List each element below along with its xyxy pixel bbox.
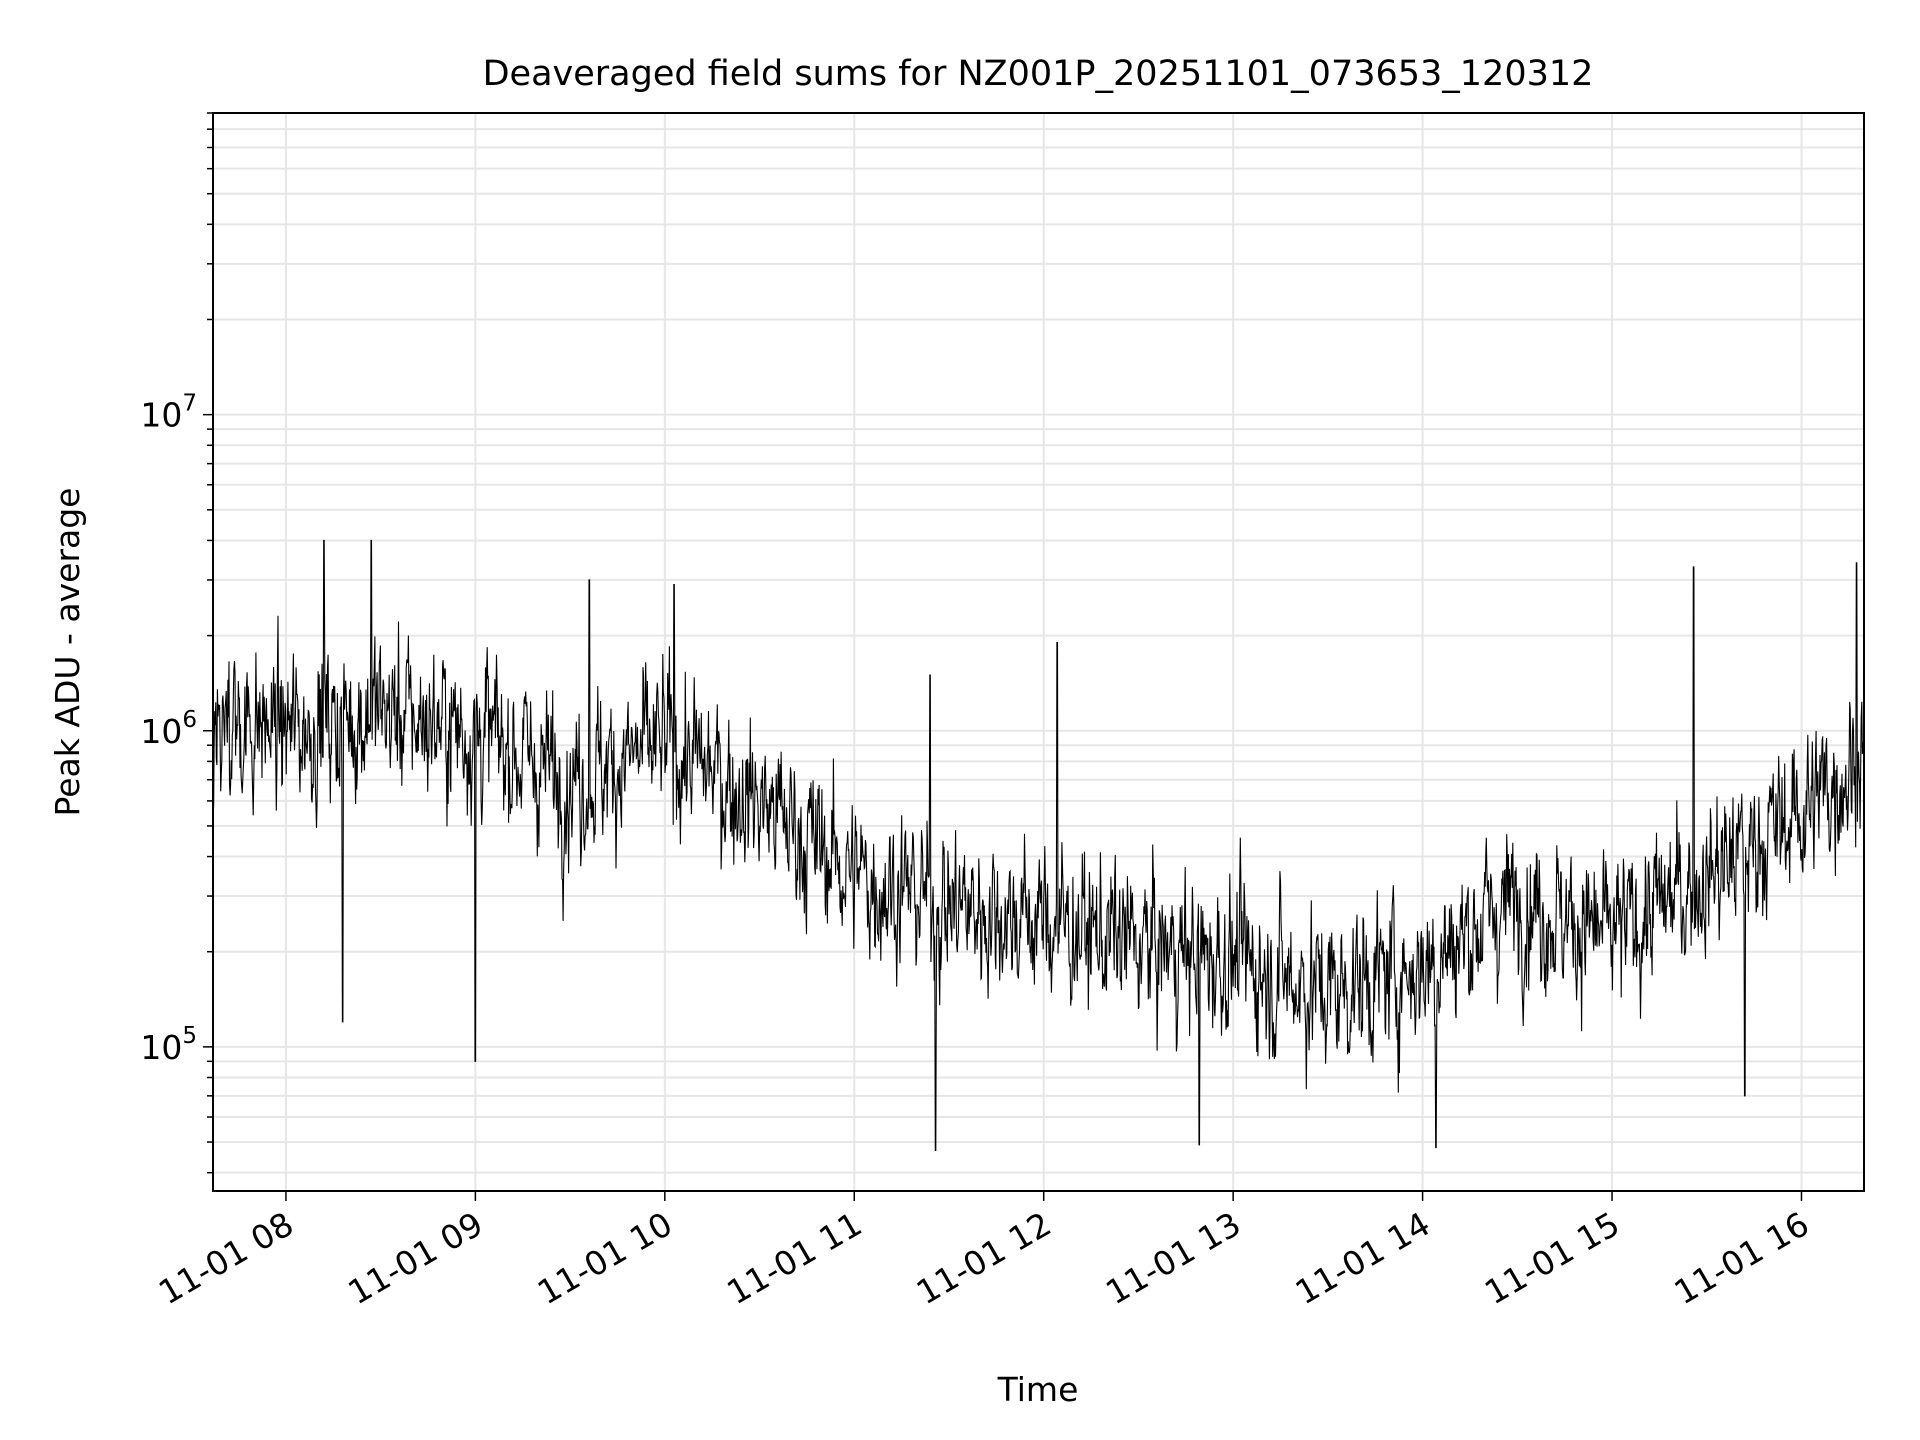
chart-title: Deaveraged field sums for NZ001P_2025110…: [483, 54, 1594, 94]
y-axis: 105 106 107: [140, 112, 213, 1174]
y-tick-label: 106: [140, 707, 197, 751]
data-series: [212, 539, 1865, 1152]
y-axis-label: Peak ADU - average: [48, 488, 87, 817]
x-axis-label: Time: [997, 1370, 1079, 1409]
y-tick-label: 105: [140, 1023, 197, 1067]
y-tick-label: 107: [140, 391, 197, 435]
series-line: [212, 539, 1865, 1152]
plot-frame: [212, 112, 1865, 1192]
